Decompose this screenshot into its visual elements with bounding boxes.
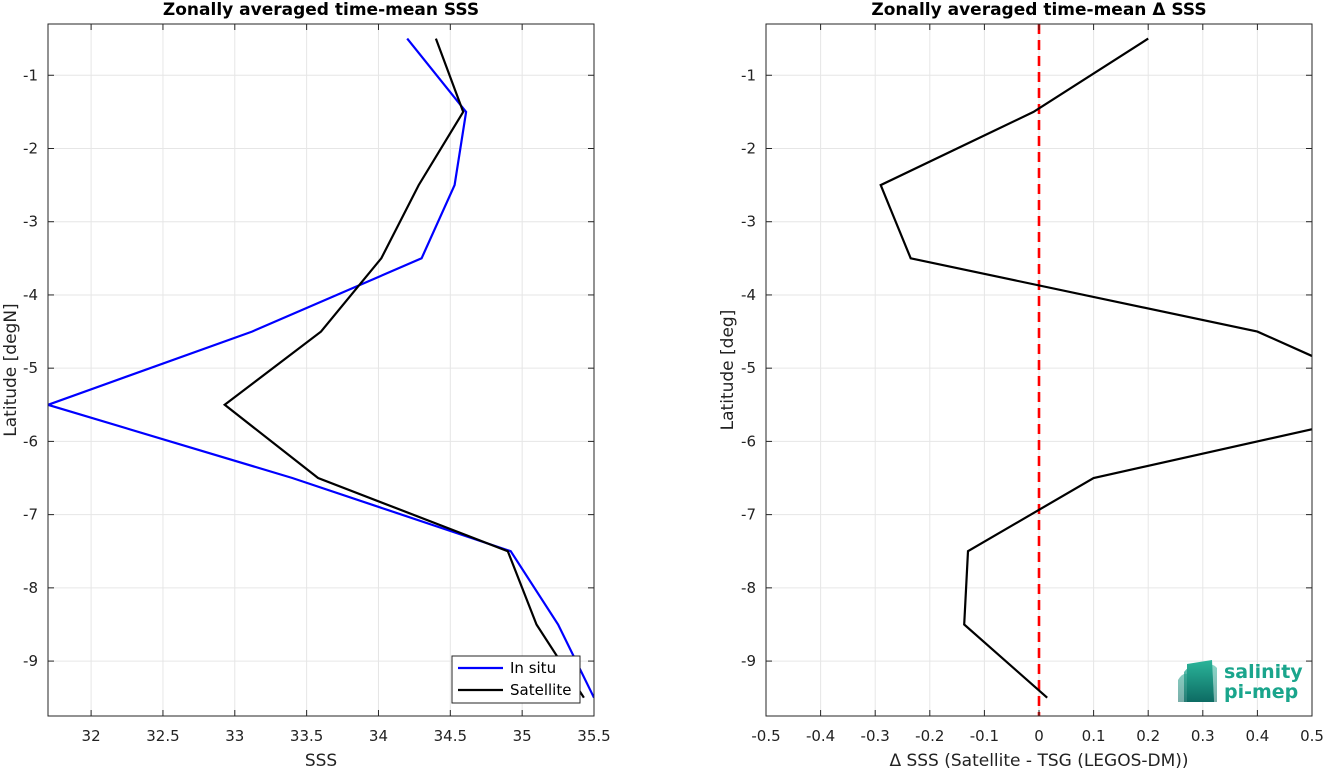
sss-x-tick-label: 34 [369,727,388,745]
delta-y-tick-label: -2 [741,139,756,157]
delta-x-tick-label: -0.5 [751,727,780,745]
delta-y-tick-label: -1 [741,66,756,84]
delta-x-tick-label: 0 [1034,727,1044,745]
sss-x-tick-label: 33 [225,727,244,745]
delta-y-axis-label: Latitude [deg] [718,310,738,431]
salinity-pi-mep-logo: salinity pi-mep [1178,660,1303,703]
delta-y-tick-label: -7 [741,506,756,524]
logo-wave-icon [1178,660,1217,702]
logo-line2: pi-mep [1224,681,1298,703]
delta-x-tick-label: 0.1 [1082,727,1106,745]
sss-axes-frame [47,23,595,717]
sss-y-tick-label: -7 [23,506,38,524]
sss-y-tick-label: -5 [23,359,38,377]
legend-satellite-label: Satellite [510,681,571,699]
sss-y-tick-label: -4 [23,286,38,304]
delta-x-tick-label: 0.2 [1136,727,1160,745]
sss-y-tick-label: -9 [23,652,38,670]
sss-panel: 32 32.5 33 33.5 34 34.5 35 35.5 -1 -2 -3 -4 -5 -6 -7 -8… [1,0,611,769]
sss-y-axis-label: Latitude [degN] [1,303,21,436]
delta-x-tick-label: -0.4 [806,727,835,745]
delta-x-tick-label: -0.3 [861,727,890,745]
delta-ticks: -0.5 -0.4 -0.3 -0.2 -0.1 0 0.1 0.2 0.3 0.4 0.5 -1 -2… [741,24,1324,745]
delta-chart-title: Zonally averaged time-mean Δ SSS [871,0,1206,20]
legend: In situ Satellite [451,655,581,704]
delta-x-tick-label: 0.3 [1191,727,1215,745]
delta-x-tick-label: -0.2 [915,727,944,745]
sss-x-tick-label: 33.5 [290,727,323,745]
sss-y-tick-label: -8 [23,579,38,597]
delta-plot-area [879,24,1312,716]
legend-box [451,655,581,704]
sss-x-tick-label: 32 [82,727,101,745]
sss-x-tick-label: 35.5 [577,727,610,745]
sss-y-tick-label: -6 [23,432,38,450]
sss-chart-title: Zonally averaged time-mean SSS [163,0,479,20]
delta-sss-panel: -0.5 -0.4 -0.3 -0.2 -0.1 0 0.1 0.2 0.3 0.4 0.5 -1 -2… [718,0,1324,769]
delta-y-tick-label: -6 [741,432,756,450]
legend-in-situ-label: In situ [510,659,556,677]
delta-y-tick-label: -3 [741,213,756,231]
delta-x-tick-label: 0.4 [1245,727,1269,745]
delta-x-axis-label: Δ SSS (Satellite - TSG (LEGOS-DM)) [889,751,1188,769]
sss-in-situ-line [48,37,594,699]
sss-x-tick-label: 34.5 [434,727,467,745]
delta-y-tick-label: -4 [741,286,756,304]
sss-y-tick-label: -1 [23,66,38,84]
sss-y-tick-label: -2 [23,139,38,157]
delta-y-tick-label: -5 [741,359,756,377]
delta-x-tick-label: 0.5 [1300,727,1324,745]
logo-line1: salinity [1224,661,1303,683]
sss-y-tick-label: -3 [23,213,38,231]
delta-x-tick-label: -0.1 [970,727,999,745]
sss-plot-area [48,37,594,699]
sss-x-tick-label: 35 [513,727,532,745]
sss-ticks: 32 32.5 33 33.5 34 34.5 35 35.5 -1 -2 -3 -4 -5 -6 -7 -8… [23,24,611,745]
sss-axes-background [48,24,594,716]
sss-x-tick-label: 32.5 [146,727,179,745]
sss-x-axis-label: SSS [305,751,337,769]
delta-y-tick-label: -8 [741,579,756,597]
delta-y-tick-label: -9 [741,652,756,670]
delta-series-0-line [879,37,1312,699]
sss-satellite-line [222,38,585,699]
